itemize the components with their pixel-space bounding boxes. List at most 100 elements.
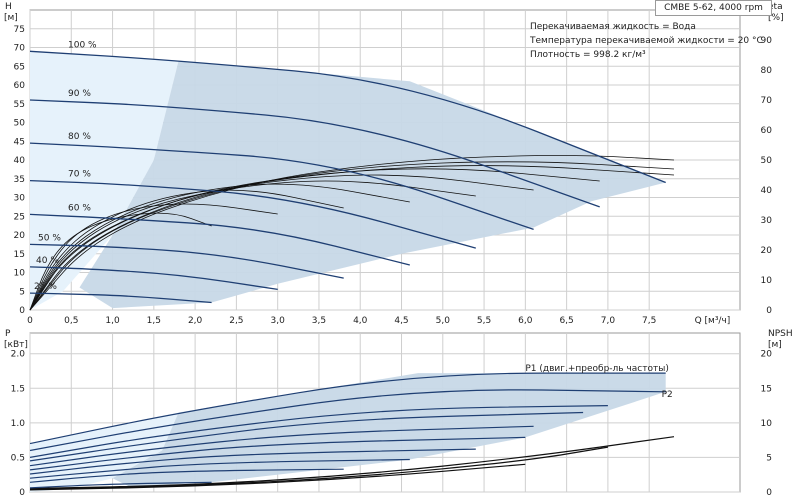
- x-tick-label: 0,5: [64, 316, 78, 326]
- y-tick-label: 70: [14, 44, 26, 54]
- x-tick-label: 4,5: [394, 316, 408, 326]
- y-tick-label: 60: [14, 81, 26, 91]
- eta-curve: [29, 212, 212, 311]
- y-tick-label: 15: [14, 250, 25, 260]
- y2-tick-label: 5: [766, 453, 772, 463]
- y2-tick-label: 50: [761, 156, 773, 166]
- y-tick-label: 1.0: [11, 419, 26, 429]
- y-tick-label: 0: [19, 488, 25, 498]
- x-tick-label: 0: [27, 316, 33, 326]
- y2-tick-label: 30: [761, 216, 773, 226]
- x-tick-label: 1,5: [147, 316, 161, 326]
- head-curve: [29, 99, 600, 208]
- speed-label: 70 %: [68, 170, 91, 180]
- head-curve: [29, 292, 212, 304]
- liquid-info: Перекачиваемая жидкость = Вода Температу…: [530, 20, 763, 62]
- eta-curves: [29, 155, 675, 311]
- x-tick-label: 1,0: [105, 316, 120, 326]
- x-tick-label: 6,5: [559, 316, 573, 326]
- power-curve: [29, 389, 666, 452]
- y2-axis-unit: [м]: [768, 340, 782, 350]
- y2-axis-label: eta: [768, 2, 783, 12]
- x-tick-label: 2,5: [229, 316, 243, 326]
- series-label-p1: P1 (двиг.+преобр-ль частоты): [525, 364, 669, 374]
- speed-label: 60 %: [68, 203, 91, 213]
- y-tick-label: 0.5: [11, 453, 25, 463]
- y-tick-label: 75: [14, 25, 25, 35]
- eta-curve: [29, 155, 675, 311]
- power-curve: [29, 448, 476, 475]
- y2-tick-label: 20: [761, 246, 773, 256]
- head-curve: [29, 50, 666, 184]
- power-curve: [29, 458, 410, 479]
- y-tick-label: 25: [14, 212, 25, 222]
- power-curve: [29, 372, 666, 445]
- x-tick-label: 3,0: [271, 316, 286, 326]
- power-curve: [29, 468, 344, 483]
- y-tick-label: 30: [14, 194, 26, 204]
- operating-band: [79, 60, 666, 309]
- x-axis-label: Q [м³/ч]: [695, 316, 731, 326]
- eta-curve: [29, 165, 675, 311]
- power-curve: [29, 425, 534, 467]
- x-tick-label: 2,0: [188, 316, 203, 326]
- y2-tick-label: 80: [761, 66, 773, 76]
- y-tick-label: 40: [14, 156, 26, 166]
- power-band: [112, 373, 666, 487]
- eta-curve: [29, 161, 675, 311]
- y2-axis-unit: [%]: [768, 13, 784, 23]
- y-tick-label: 0: [19, 306, 25, 316]
- eta-curve: [29, 183, 410, 311]
- power-curve: [29, 411, 584, 462]
- y-tick-label: 20: [14, 231, 26, 241]
- y-axis-unit: [м]: [4, 13, 18, 23]
- x-tick-label: 5,5: [477, 316, 491, 326]
- head-curve: [29, 179, 476, 249]
- liquid-info-line: Плотность = 998.2 кг/м³: [530, 50, 646, 60]
- y-tick-label: 50: [14, 119, 26, 129]
- y2-tick-label: 20: [761, 350, 773, 360]
- y2-tick-label: 10: [761, 419, 773, 429]
- y-axis-label: P: [5, 329, 11, 339]
- x-tick-label: 4,0: [353, 316, 368, 326]
- power-curves: P1 (двиг.+преобр-ль частоты) P2: [29, 364, 673, 489]
- head-curves: 100 % 90 % 80 % 70 % 60 % 50 % 40 % 25 %: [29, 40, 666, 304]
- y2-tick-label: 15: [761, 384, 772, 394]
- bottom-bands: [30, 373, 666, 492]
- x-tick-label: 6,0: [518, 316, 533, 326]
- y-tick-label: 65: [14, 62, 25, 72]
- speed-label: 25 %: [34, 282, 57, 292]
- npsh-curve: [29, 436, 675, 490]
- speed-label: 40 %: [36, 256, 59, 266]
- speed-label: 100 %: [68, 40, 97, 50]
- y2-tick-label: 40: [761, 186, 773, 196]
- speed-label: 50 %: [38, 233, 61, 243]
- y2-tick-label: 10: [761, 276, 773, 286]
- y2-tick-label: 0: [766, 488, 772, 498]
- x-tick-label: 5,0: [436, 316, 451, 326]
- power-curve: [29, 481, 212, 489]
- eta-curve: [29, 168, 600, 311]
- x-tick-label: 7,5: [642, 316, 656, 326]
- speed-label: 90 %: [68, 89, 91, 99]
- npsh-curves: [29, 436, 675, 491]
- y-tick-label: 10: [14, 269, 26, 279]
- pump-title: CMBE 5-62, 4000 rpm: [655, 0, 772, 16]
- y-tick-label: 55: [14, 100, 25, 110]
- y-axis-unit: [кВт]: [4, 340, 28, 350]
- power-curve: [29, 436, 526, 471]
- top-axes: 0 5 10 15 20 25 30 35 40 45 50 55 60 65 70 75 0 10 20 30 40 5…: [4, 2, 784, 326]
- y2-tick-label: 70: [761, 96, 773, 106]
- series-label-p2: P2: [662, 390, 673, 400]
- power-curve: [29, 405, 608, 458]
- y-tick-label: 35: [14, 175, 25, 185]
- npsh-curve: [29, 463, 526, 491]
- bottom-axes: 0 0.5 1.0 1.5 2.0 0 5 10 15 20 P[кВт] NPSH[м]: [4, 329, 793, 498]
- y-axis-label: H: [5, 2, 12, 12]
- y2-tick-label: 60: [761, 126, 773, 136]
- liquid-info-line: Температура перекачиваемой жидкости = 20…: [530, 36, 763, 46]
- speed-label: 80 %: [68, 132, 91, 142]
- x-tick-label: 3,5: [312, 316, 326, 326]
- head-curve: [29, 266, 278, 291]
